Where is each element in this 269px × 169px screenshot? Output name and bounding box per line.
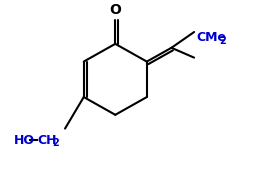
Text: HO: HO <box>14 134 35 147</box>
Text: 2: 2 <box>219 36 225 46</box>
Text: 2: 2 <box>52 138 59 148</box>
Text: CH: CH <box>37 134 57 147</box>
Text: O: O <box>109 3 121 17</box>
Text: CMe: CMe <box>196 31 226 44</box>
